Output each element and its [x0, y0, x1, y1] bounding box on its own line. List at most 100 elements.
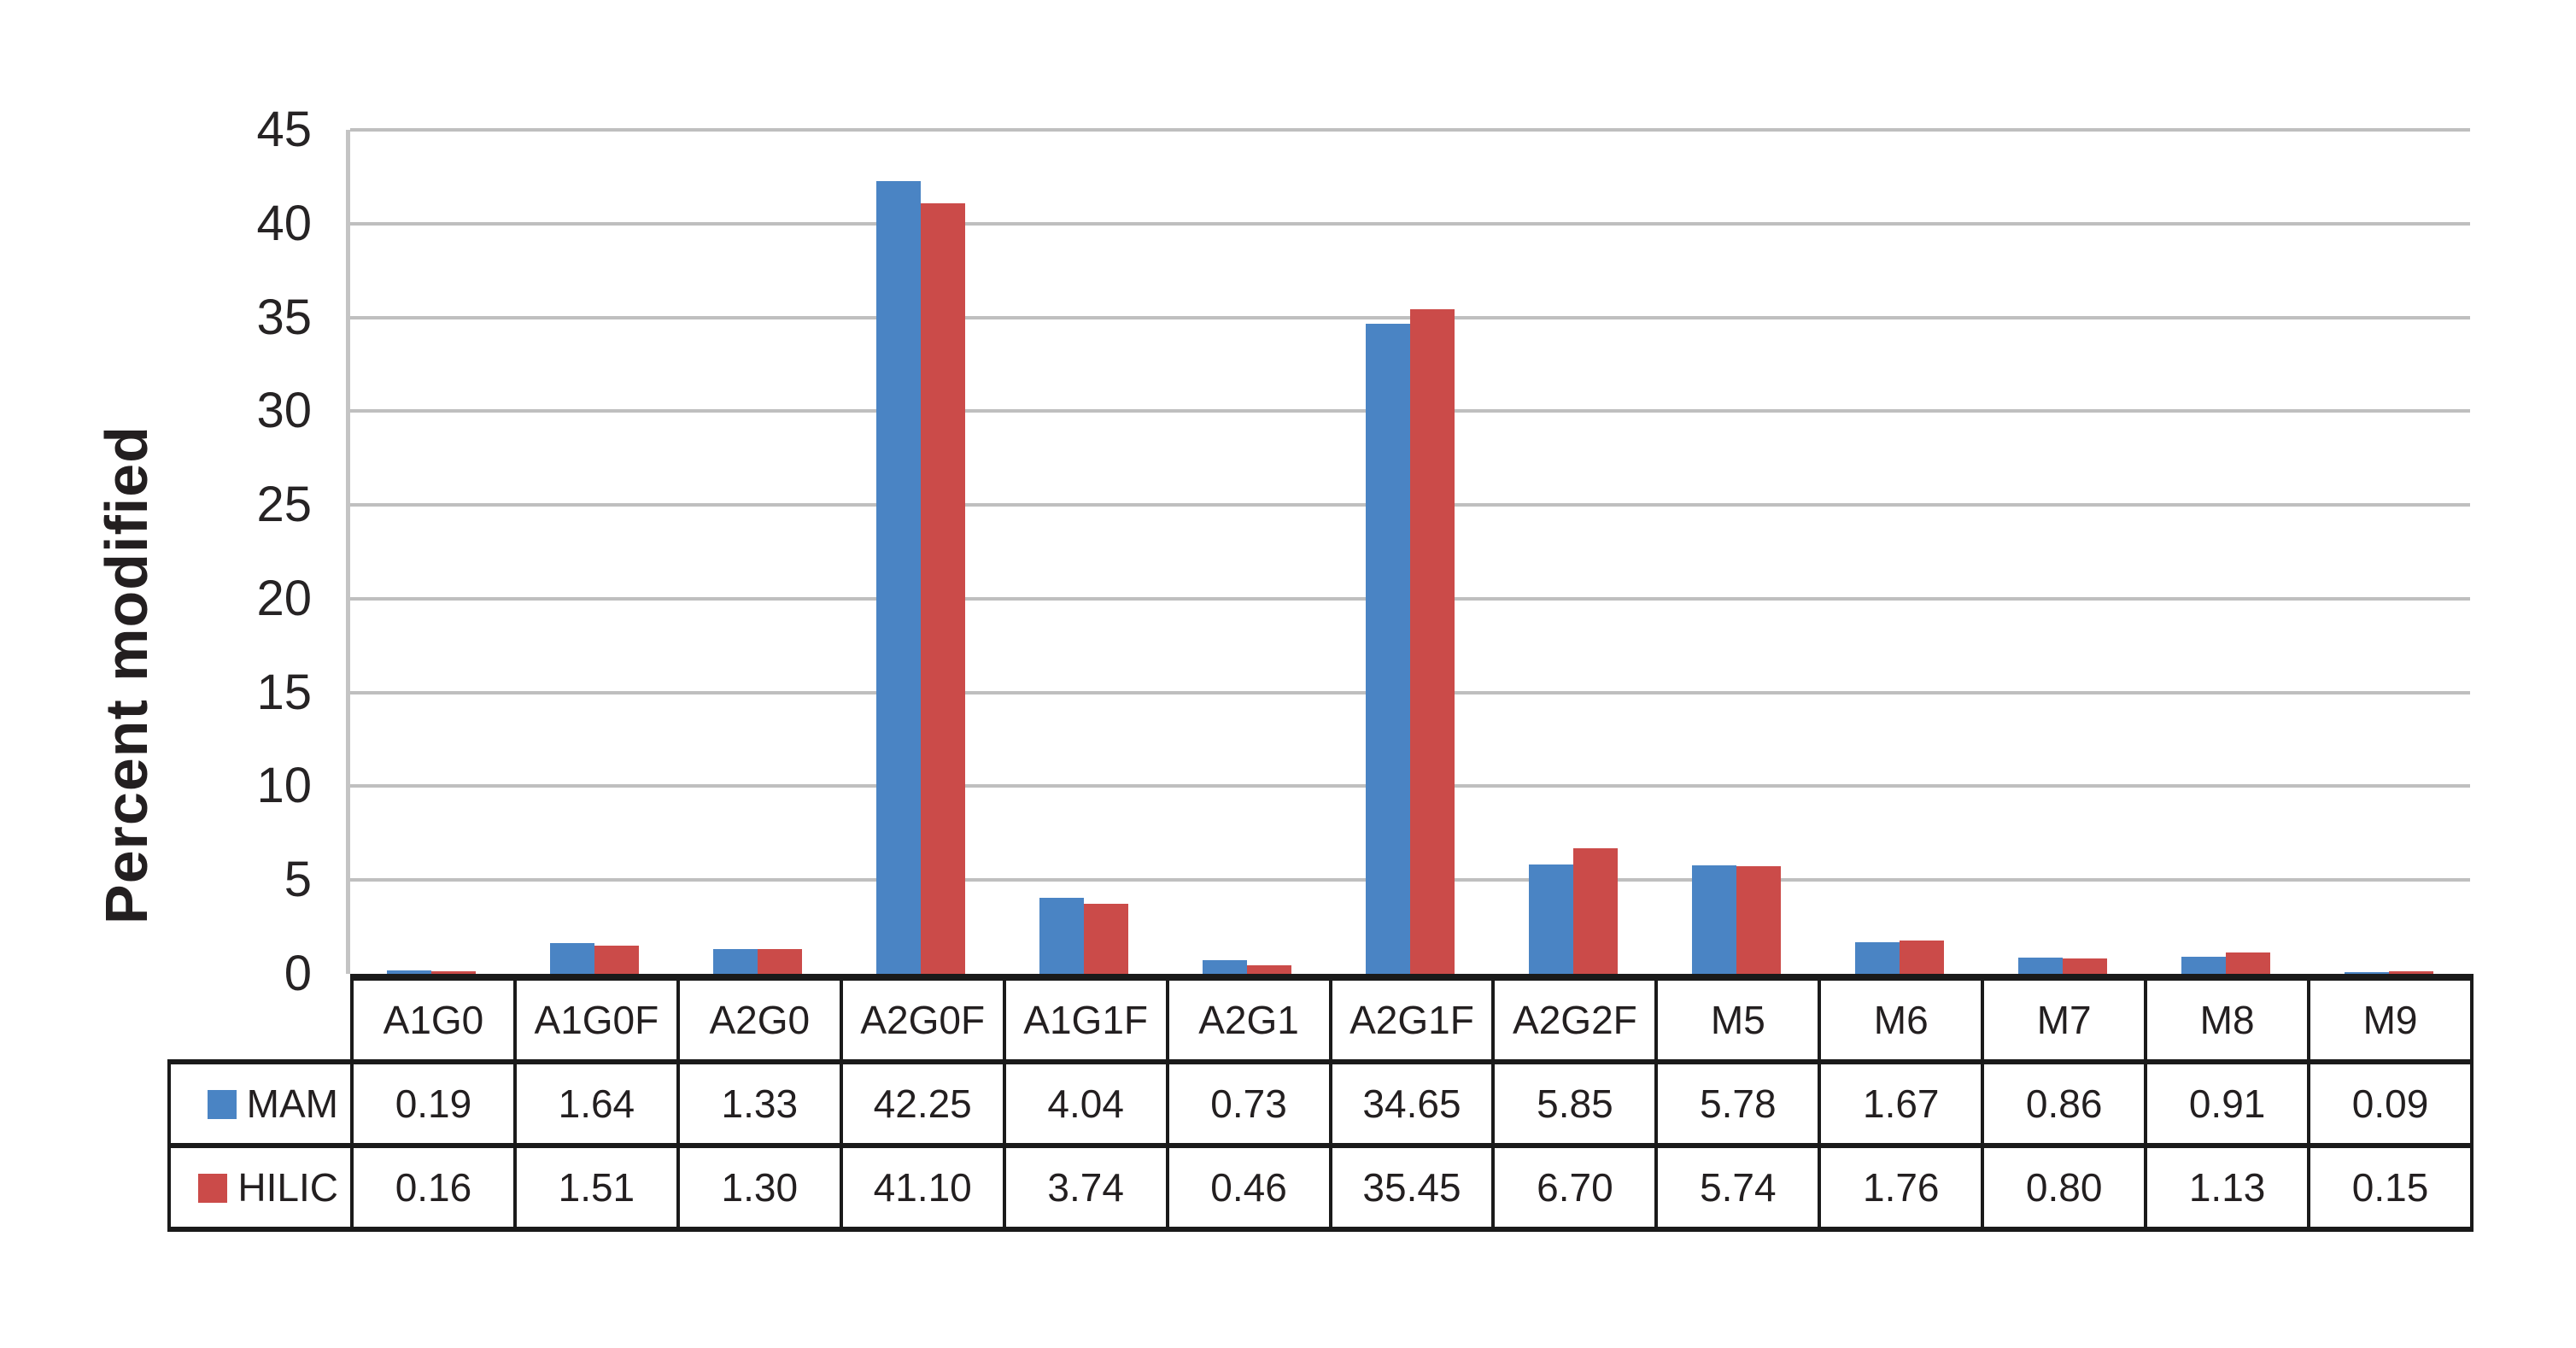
bar-group-m5: [1654, 130, 1818, 974]
y-tick-label: 5: [284, 852, 312, 908]
category-header-cell: M7: [1981, 974, 2148, 1064]
legend-cell-mam: MAM: [167, 1059, 354, 1148]
category-header-cell: A2G2F: [1491, 974, 1659, 1064]
category-header-cell: A1G0F: [512, 974, 680, 1064]
value-cell: 0.80: [1981, 1143, 2148, 1232]
y-tick-label: 25: [256, 477, 312, 533]
bar-group-a2g1f: [1329, 130, 1492, 974]
bar-mam-a2g1f: [1365, 324, 1410, 974]
category-header-cell: A2G1: [1165, 974, 1332, 1064]
plot-area: [350, 128, 2470, 974]
bar-hilic-m8: [2225, 952, 2270, 974]
bar-hilic-a1g0: [431, 970, 477, 974]
bar-group-a2g1: [1166, 130, 1329, 974]
bar-group-m8: [2144, 130, 2307, 974]
bar-hilic-m6: [1899, 941, 1944, 974]
value-cell: 5.78: [1654, 1059, 1822, 1148]
y-tick-label: 45: [256, 102, 312, 157]
value-cell: 0.19: [350, 1059, 517, 1148]
bar-mam-a2g2f: [1528, 864, 1573, 974]
value-cell: 34.65: [1328, 1059, 1496, 1148]
bar-group-a1g0: [350, 130, 513, 974]
value-cell: 0.86: [1981, 1059, 2148, 1148]
category-header-cell: M8: [2144, 974, 2311, 1064]
value-cell: 1.67: [1818, 1059, 1985, 1148]
series-name: MAM: [246, 1081, 338, 1126]
value-cell: 0.15: [2307, 1143, 2474, 1232]
bar-mam-m6: [1854, 942, 1900, 974]
y-tick-label: 20: [256, 570, 312, 626]
legend-swatch-hilic: [198, 1174, 228, 1203]
y-tick-label: 40: [256, 195, 312, 251]
bar-group-m7: [1981, 130, 2144, 974]
bar-hilic-a1g0f: [594, 945, 640, 974]
value-cell: 0.73: [1165, 1059, 1332, 1148]
value-cell: 3.74: [1002, 1143, 1169, 1232]
bar-group-a1g0f: [513, 130, 676, 974]
category-header-cell: M5: [1654, 974, 1822, 1064]
bar-hilic-a2g1f: [1409, 308, 1455, 974]
bar-group-m9: [2307, 130, 2470, 974]
y-tick-label: 0: [284, 946, 312, 1001]
value-cell: 4.04: [1002, 1059, 1169, 1148]
bar-mam-a1g0f: [550, 943, 595, 974]
y-tick-label: 35: [256, 289, 312, 345]
value-cell: 1.76: [1818, 1143, 1985, 1232]
value-cell: 1.13: [2144, 1143, 2311, 1232]
table-row-mam: MAM 0.19 1.64 1.33 42.25 4.04 0.73 34.65 5.85 5.7…: [167, 1059, 2474, 1148]
series-name: HILIC: [237, 1165, 338, 1210]
category-header-cell: A2G0: [676, 974, 843, 1064]
value-cell: 1.33: [676, 1059, 843, 1148]
bar-hilic-a1g1f: [1084, 903, 1129, 974]
bar-mam-m7: [2017, 958, 2063, 974]
bar-mam-a2g1: [1203, 959, 1248, 974]
bar-hilic-m9: [2388, 970, 2433, 974]
value-cell: 5.74: [1654, 1143, 1822, 1232]
value-cell: 42.25: [839, 1059, 1006, 1148]
value-cell: 6.70: [1491, 1143, 1659, 1232]
category-header-cell: A1G1F: [1002, 974, 1169, 1064]
bar-group-m6: [1818, 130, 1981, 974]
category-header-cell: M9: [2307, 974, 2474, 1064]
bar-hilic-m7: [2062, 958, 2107, 974]
legend-swatch-mam: [207, 1090, 237, 1119]
bar-group-a1g1f: [1003, 130, 1166, 974]
table-header-row: A1G0 A1G0F A2G0 A2G0F A1G1F A2G1 A2G1F A2G2F M5 M…: [169, 974, 2474, 1064]
bar-mam-m8: [2181, 957, 2226, 974]
value-cell: 35.45: [1328, 1143, 1496, 1232]
category-header-cell: A2G0F: [839, 974, 1006, 1064]
bar-mam-a2g0: [713, 948, 758, 974]
value-cell: 1.51: [512, 1143, 680, 1232]
bar-mam-a1g1f: [1039, 898, 1085, 974]
value-cell: 0.16: [350, 1143, 517, 1232]
bar-mam-m9: [2344, 972, 2389, 974]
table-corner-cell: [169, 977, 352, 1062]
value-cell: 0.09: [2307, 1059, 2474, 1148]
data-table: A1G0 A1G0F A2G0 A2G0F A1G1F A2G1 A2G1F A2G2F M5 M…: [167, 974, 2474, 1232]
table-row-hilic: HILIC 0.16 1.51 1.30 41.10 3.74 0.46 35.45 6.70 5…: [167, 1143, 2474, 1232]
bar-group-a2g2f: [1491, 130, 1654, 974]
value-cell: 5.85: [1491, 1059, 1659, 1148]
value-cell: 1.30: [676, 1143, 843, 1232]
bar-mam-m5: [1691, 865, 1736, 974]
bar-group-a2g0f: [840, 130, 1003, 974]
y-tick-label: 30: [256, 383, 312, 439]
bar-mam-a1g0: [387, 970, 432, 974]
y-tick-label: 15: [256, 664, 312, 720]
value-cell: 41.10: [839, 1143, 1006, 1232]
category-header-cell: M6: [1818, 974, 1985, 1064]
y-tick-label: 10: [256, 758, 312, 814]
category-header-cell: A2G1F: [1328, 974, 1496, 1064]
bar-hilic-a2g1: [1247, 964, 1292, 974]
bar-hilic-m5: [1736, 865, 1781, 974]
category-header-cell: A1G0: [350, 974, 517, 1064]
bar-hilic-a2g0: [758, 949, 803, 974]
value-cell: 1.64: [512, 1059, 680, 1148]
bar-hilic-a2g2f: [1572, 847, 1618, 974]
gridline: [350, 128, 2470, 132]
bar-group-a2g0: [676, 130, 840, 974]
y-axis-line: [346, 130, 350, 974]
bar-mam-a2g0f: [876, 181, 922, 974]
value-cell: 0.91: [2144, 1059, 2311, 1148]
